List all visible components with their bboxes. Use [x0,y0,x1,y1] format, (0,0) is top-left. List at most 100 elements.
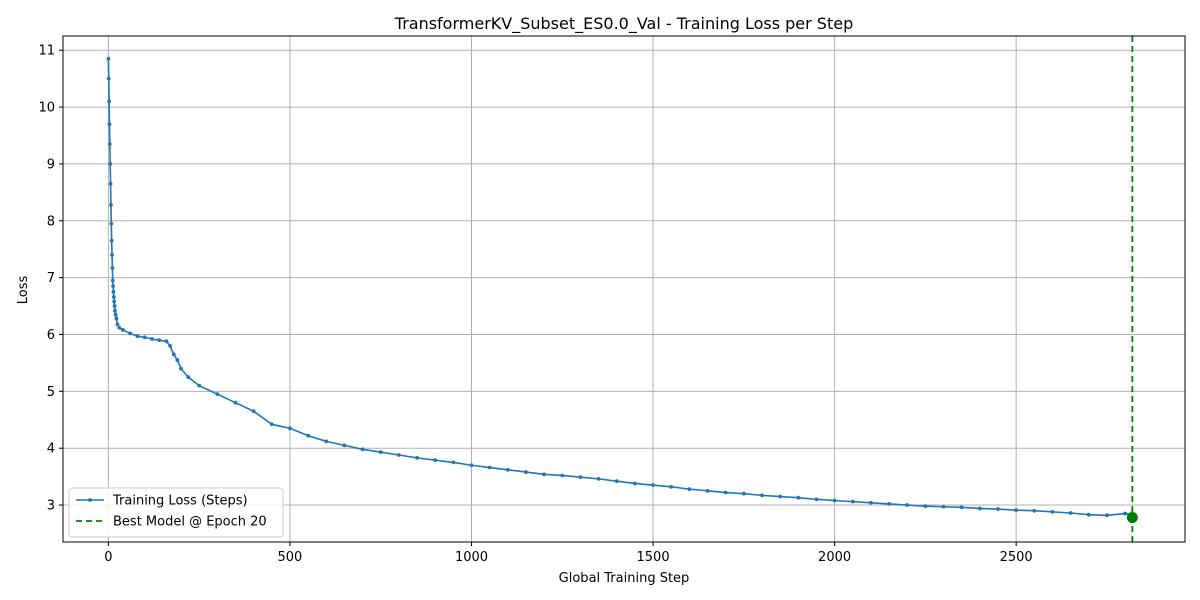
training-loss-point [505,467,510,472]
training-loss-point [596,476,601,481]
training-loss-point [269,422,274,427]
training-loss-point [578,475,583,480]
training-loss-point [164,339,169,344]
training-loss-point [109,221,114,226]
training-loss-point [115,322,120,327]
training-loss-point [171,352,176,357]
y-tick-label: 10 [38,101,55,116]
x-tick-label: 2000 [818,550,851,565]
training-loss-point [469,463,474,468]
training-loss-point [796,495,801,500]
training-loss-point [1050,509,1055,514]
x-tick-label: 1500 [637,550,670,565]
training-loss-point [179,366,183,371]
y-tick-label: 3 [47,499,55,514]
training-loss-point [168,343,173,348]
legend: Training Loss (Steps) Best Model @ Epoch … [68,487,284,538]
training-loss-point [778,494,783,499]
training-loss-point [111,295,116,299]
training-loss-point [110,266,115,270]
training-loss-point [106,56,111,61]
training-loss-point [832,498,837,503]
x-tick-label: 500 [278,550,303,565]
training-loss-point [1014,508,1019,513]
training-loss-point [112,304,117,308]
training-loss-point [451,460,456,465]
training-loss-point [150,337,154,341]
training-loss-point [121,328,125,332]
training-loss-point [378,450,383,455]
training-loss-point [113,308,117,313]
legend-box [68,487,284,538]
training-loss-point [135,334,140,339]
training-loss-point [107,122,112,127]
training-loss-point [415,455,419,460]
training-loss-point [487,465,492,470]
legend-label-training: Training Loss (Steps) [112,494,248,509]
training-loss-point [923,504,928,509]
training-loss-point [107,142,112,146]
training-loss-point [288,426,292,431]
training-loss-point [108,162,113,166]
training-loss-point [113,312,118,317]
y-axis-label: Loss [16,276,31,305]
training-loss-point [1123,511,1127,516]
training-loss-point [959,505,964,510]
y-tick-label: 9 [47,157,55,172]
training-loss-point [109,238,114,243]
training-loss-point [111,289,116,294]
training-loss-point [110,252,114,257]
training-loss-point [186,375,191,380]
training-loss-point [107,99,112,104]
training-loss-point [142,335,147,340]
training-loss-line [107,58,1133,517]
x-tick-label: 1000 [455,550,488,565]
training-loss-point [233,400,238,405]
training-loss-point [342,443,347,448]
training-loss-point [850,499,855,504]
y-tick-label: 5 [47,385,55,400]
axis-ticks: 0 500 1000 1500 2000 2500 3 4 5 6 7 8 9 10 11 [38,44,1032,565]
training-loss-point [614,479,619,484]
training-loss-point [1068,511,1073,515]
training-loss-point [109,202,113,207]
training-loss-point [632,481,637,486]
training-loss-point [197,383,202,388]
training-loss-point [112,299,117,304]
chart-title: TransformerKV_Subset_ES0.0_Val - Trainin… [394,14,853,34]
training-loss-point [542,472,547,477]
plot-frame [62,35,1186,543]
y-tick-label: 8 [47,214,55,229]
training-loss-point [128,331,133,336]
training-loss-point [114,316,119,321]
training-loss-point [905,503,910,507]
training-loss-point [1086,512,1091,517]
x-tick-label: 0 [104,550,112,565]
training-loss-point [687,487,692,492]
training-loss-point [324,439,329,444]
training-loss-point [651,483,655,488]
y-tick-label: 6 [47,328,55,343]
training-loss-point [108,181,113,186]
training-loss-point [760,493,764,498]
training-loss-point [524,470,528,474]
training-loss-point [869,500,873,505]
y-tick-label: 7 [47,271,55,286]
training-loss-point [1105,513,1109,518]
training-loss-point [705,488,710,493]
training-loss-point [157,338,162,343]
training-loss-point [433,458,438,463]
training-loss-point [251,409,256,414]
training-loss-point [560,473,565,478]
training-loss-point [977,506,982,511]
training-loss-point [887,502,891,506]
legend-label-best: Best Model @ Epoch 20 [113,515,267,530]
training-loss-point [175,358,180,362]
training-loss-point [117,325,122,330]
training-loss-point [360,447,365,452]
training-loss-point [814,497,819,502]
training-loss-point [111,284,116,289]
training-loss-point [723,490,728,495]
training-loss-point [669,484,674,489]
